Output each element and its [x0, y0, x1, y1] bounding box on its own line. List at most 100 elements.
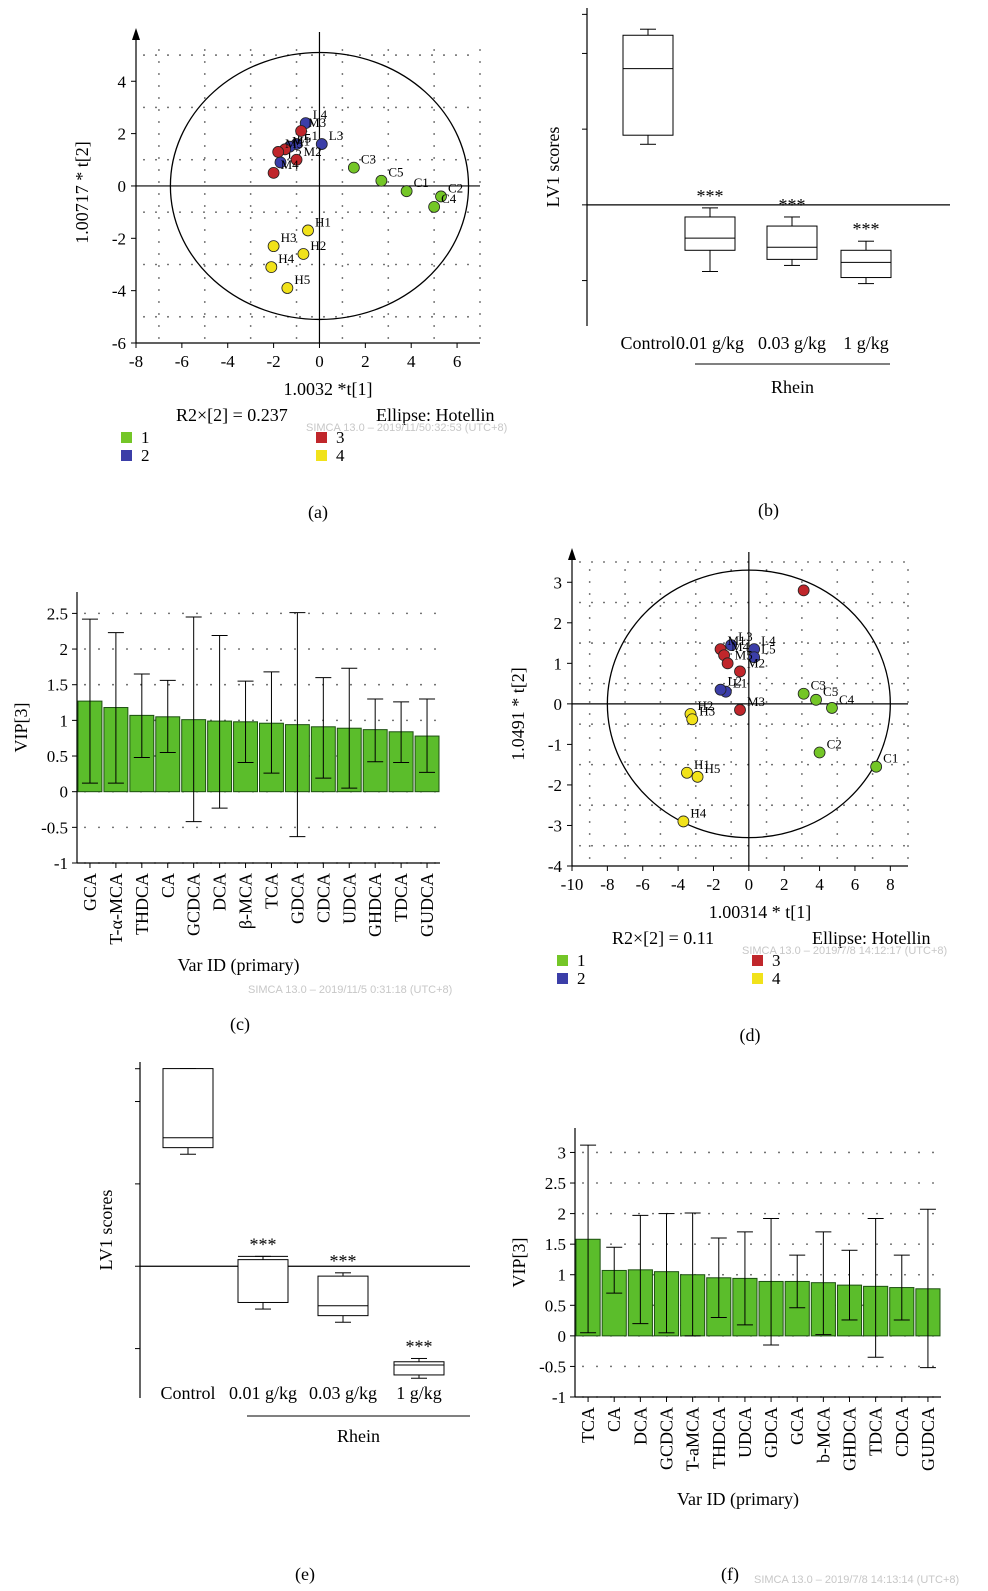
legend-swatch: [557, 973, 568, 984]
grid-dot: [395, 106, 397, 109]
grid-dot: [203, 301, 206, 303]
point-label: M2: [747, 655, 765, 670]
grid-dot: [203, 61, 206, 63]
grid-dot: [249, 253, 252, 255]
grid-dot: [341, 205, 344, 207]
grid-dot: [836, 857, 839, 859]
grid-dot: [158, 157, 160, 159]
hotelling-ellipse: [606, 569, 891, 839]
grid-dot: [932, 1212, 934, 1215]
grid-dot: [765, 617, 768, 619]
score-point: [725, 639, 738, 651]
grid-dot: [263, 315, 265, 318]
grid-dot: [694, 689, 697, 691]
grid-dot: [227, 54, 229, 56]
grid-dot: [659, 725, 662, 727]
grid-dot: [252, 826, 254, 829]
x-tick-label: GCA: [80, 873, 100, 911]
point-label: L3: [738, 629, 752, 644]
grid-dot: [479, 265, 481, 267]
grid-dot: [158, 169, 160, 171]
grid-dot: [765, 833, 768, 835]
score-point: [734, 704, 746, 716]
grid-dot: [765, 665, 768, 667]
grid-dot: [158, 73, 160, 75]
grid-dot: [579, 561, 581, 563]
grid-dot: [638, 1212, 640, 1215]
grid-dot: [431, 315, 433, 318]
grid-dot: [735, 844, 737, 847]
grid-dot: [341, 133, 344, 135]
grid-dot: [871, 725, 874, 727]
grid-dot: [308, 719, 310, 722]
grid-dot: [155, 315, 157, 318]
grid-dot: [765, 857, 768, 859]
grid-dot: [723, 723, 725, 726]
grid-dot: [694, 653, 697, 655]
grid-dot: [603, 763, 605, 766]
grid-dot: [158, 49, 160, 51]
grid-dot: [591, 601, 593, 604]
point-label: M3: [747, 694, 765, 709]
grid-dot: [855, 723, 857, 726]
y-axis-arrow: [132, 28, 140, 40]
x-tick-label: -6: [636, 875, 650, 894]
legend-label: 1: [577, 951, 586, 970]
grid-dot: [730, 737, 733, 739]
grid-dot: [932, 1243, 934, 1246]
grid-dot: [322, 612, 324, 615]
grid-dot: [215, 263, 217, 266]
grid-dot: [143, 54, 145, 56]
grid-dot: [295, 85, 298, 87]
grid-dot: [215, 158, 217, 161]
x-tick-label: THDCA: [709, 1407, 729, 1469]
grid-dot: [383, 106, 385, 109]
grid-dot: [238, 719, 240, 722]
grid-dot: [862, 1365, 864, 1368]
grid-dot: [341, 253, 344, 255]
grid-dot: [266, 648, 268, 650]
grid-dot: [735, 723, 737, 726]
grid-dot: [341, 145, 344, 147]
grid-dot: [651, 642, 653, 644]
grid-dot: [663, 642, 665, 644]
grid-dot: [831, 804, 833, 807]
grid-dot: [638, 1182, 640, 1184]
grid-dot: [765, 821, 768, 823]
x-tick-label: 2: [780, 875, 789, 894]
grid-dot: [890, 1365, 892, 1368]
grid-dot: [603, 682, 605, 685]
grid-dot: [699, 723, 701, 726]
grid-dot: [295, 181, 298, 183]
y-tick-label: 1: [554, 654, 563, 673]
grid-dot: [708, 1212, 710, 1215]
grid-dot: [203, 73, 206, 75]
grid-dot: [736, 1365, 738, 1368]
grid-dot: [800, 701, 803, 703]
grid-dot: [479, 145, 481, 147]
grid-dot: [323, 263, 325, 266]
grid-dot: [800, 641, 803, 643]
grid-dot: [155, 54, 157, 56]
grid-dot: [387, 157, 390, 159]
point-label: C1: [414, 175, 429, 190]
grid-dot: [203, 289, 206, 291]
y-tick-label: -2: [112, 229, 126, 248]
grid-dot: [651, 723, 653, 726]
panel-label: (a): [308, 502, 328, 523]
grid-dot: [249, 205, 252, 207]
grid-dot: [467, 106, 469, 109]
grid-dot: [903, 804, 905, 807]
grid-dot: [341, 289, 344, 291]
y-tick-label: 2: [558, 1205, 567, 1224]
grid-dot: [624, 701, 626, 703]
grid-dot: [182, 612, 184, 615]
grid-dot: [479, 157, 481, 159]
score-point: [347, 161, 360, 174]
grid-dot: [675, 723, 677, 726]
grid-dot: [723, 763, 725, 766]
grid-dot: [627, 723, 629, 726]
grid-dot: [759, 682, 761, 685]
grid-dot: [596, 1212, 598, 1215]
grid-dot: [694, 821, 697, 823]
